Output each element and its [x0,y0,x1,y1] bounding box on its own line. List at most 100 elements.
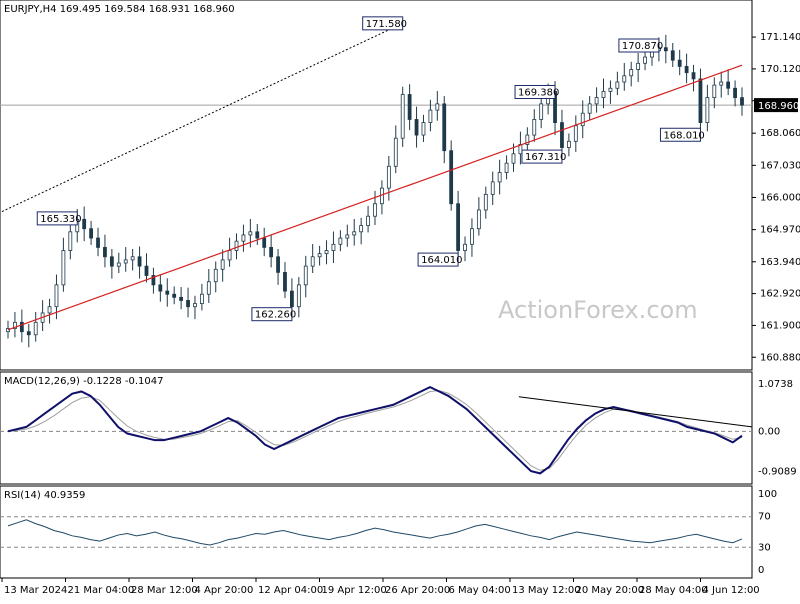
candle-body [89,228,93,239]
candle-body [587,103,592,114]
x-tick-label: 26 Apr 20:00 [385,585,450,596]
candle-body [580,112,585,127]
candle-body [677,59,682,67]
candle-body [324,250,329,255]
candle-body [684,66,689,74]
watermark: ActionForex.com [498,296,698,324]
candle-body [303,265,308,286]
rsi-tick-label: 70 [758,512,771,523]
candle-body [463,243,467,251]
candle-body [283,271,287,292]
price-tick-label: 171.140 [760,32,800,43]
price-annotation-label: 164.010 [421,255,462,266]
candle-body [61,250,66,286]
candle-body [414,119,419,136]
price-annotation-label: 171.580 [366,19,407,30]
candle-body [719,81,724,86]
candle-body [393,137,398,167]
price-annotation-box [251,307,293,322]
candle-body [276,256,280,273]
price-annotation-label: 169.380 [518,88,559,99]
candle-body [33,321,38,336]
x-tick-label: 4 Jun 12:00 [703,585,760,596]
candle-body [172,293,177,298]
candle-body [490,181,495,195]
candle-body [345,234,350,239]
candle-body [96,237,100,248]
candle-body [608,87,613,92]
last-price-label: 168.960 [758,101,799,112]
candle-body [442,103,447,152]
candle-body [130,256,135,261]
candle-body [726,81,731,89]
macd-tick-label: -0.9089 [758,467,797,478]
candle-body [476,209,481,230]
candle-body [601,90,606,99]
rsi-tick-label: 0 [758,565,764,576]
candle-body [428,109,433,123]
price-annotation-box [521,149,563,164]
x-tick-label: 28 Mar 12:00 [131,585,198,596]
price-annotation-box [362,16,404,31]
price-annotation-box [659,127,701,142]
candle-body [109,256,114,267]
price-tick-label: 160.880 [760,352,800,363]
candle-body [366,215,370,226]
candle-body [622,75,627,83]
candle-body [193,303,197,308]
candle-body [317,253,322,258]
candle-body [6,328,10,333]
macd-tick-label: 0.00 [758,426,780,437]
candle-body [483,193,488,211]
symbol-line: EURJPY,H4 169.495 169.584 168.931 168.96… [4,4,235,15]
candle-body [290,290,294,308]
candle-body [13,321,17,329]
x-tick-label: 4 Apr 20:00 [195,585,254,596]
candle-body [400,94,405,139]
macd-trendline [518,396,753,428]
candle-body [449,150,454,205]
price-annotation-label: 170.870 [622,41,663,52]
last-price-box [754,98,798,113]
x-tick-label: 12 Apr 04:00 [258,585,323,596]
candle-body [615,81,620,89]
candle-body [373,203,377,217]
candle-body [241,234,246,242]
candle-body [82,218,87,230]
price-tick-label: 163.940 [760,257,800,268]
candle-body [199,293,204,304]
price-tick-label: 162.920 [760,289,800,300]
candle-body [740,97,744,106]
macd-tick-label: 1.0738 [758,379,793,390]
candle-body [269,247,274,258]
candle-body [234,240,239,251]
candle-body [421,122,426,136]
candle-body [670,50,675,61]
x-tick-label: 13 May 12:00 [512,585,581,596]
price-tick-label: 161.900 [760,320,800,331]
candle-body [539,103,544,120]
x-tick-label: 28 May 04:00 [639,585,708,596]
candle-body [497,172,502,183]
candle-body [705,97,710,123]
candle-body [511,153,516,164]
candle-body [255,231,260,239]
candle-body [19,321,24,333]
price-annotation-label: 167.310 [525,152,566,163]
candle-body [158,284,163,292]
price-trendline [1,22,403,212]
candle-body [573,125,578,142]
candle-body [213,268,218,283]
candle-body [691,72,696,80]
candle-body [116,262,121,267]
candle-body [629,69,634,77]
candle-body [331,243,336,251]
candle-body [68,231,73,251]
candle-body [636,62,641,70]
candle-body [165,290,170,295]
candle-body [504,162,509,173]
candle-body [186,300,190,308]
rsi-tick-label: 100 [758,489,777,500]
